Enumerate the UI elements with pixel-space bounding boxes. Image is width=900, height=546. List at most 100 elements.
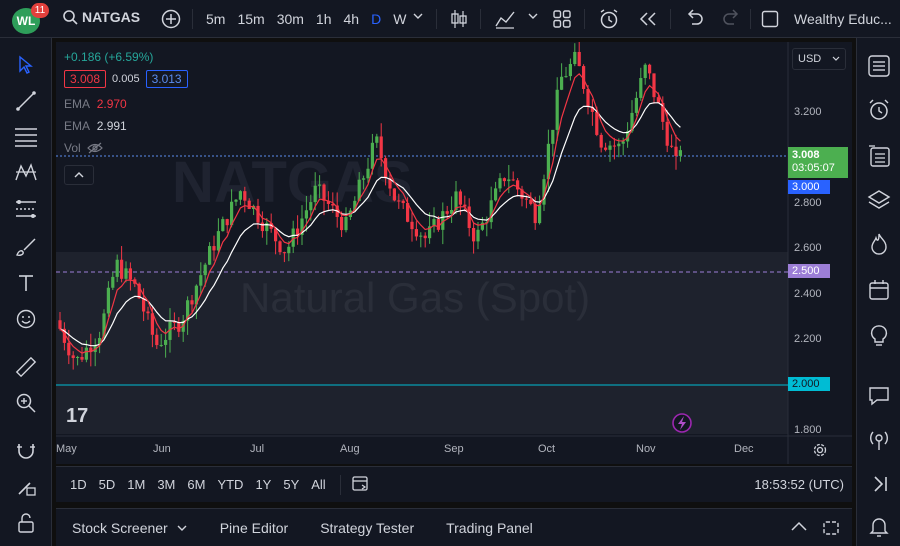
- ask-price[interactable]: 3.013: [145, 70, 188, 88]
- tab-stock-screener[interactable]: Stock Screener: [72, 520, 188, 536]
- range-5d[interactable]: 5D: [98, 477, 116, 492]
- layout-button[interactable]: [552, 9, 572, 32]
- replay-button[interactable]: [638, 10, 658, 31]
- candle-body: [278, 241, 282, 253]
- timeframe-bar: 1D 5D 1M 3M 6M YTD 1Y 5Y All 18:53:52 (UTC): [56, 466, 852, 502]
- interval-5m[interactable]: 5m: [206, 11, 226, 27]
- interval-30m[interactable]: 30m: [276, 11, 304, 27]
- range-ytd[interactable]: YTD: [217, 477, 244, 492]
- add-symbol-button[interactable]: [160, 8, 182, 33]
- range-1y[interactable]: 1Y: [255, 477, 272, 492]
- goto-date-button[interactable]: [351, 473, 371, 496]
- interval-dropdown[interactable]: [412, 10, 424, 25]
- alert-button[interactable]: [598, 8, 620, 33]
- candle-body: [388, 178, 392, 189]
- collapse-up-icon[interactable]: [790, 520, 808, 532]
- currency-selector[interactable]: USD: [792, 48, 846, 70]
- candle-body: [432, 219, 436, 227]
- search-icon: [63, 10, 78, 25]
- expand-sidebar-button[interactable]: [865, 470, 893, 498]
- bid-price[interactable]: 3.008: [64, 70, 107, 88]
- interval-W[interactable]: W: [393, 11, 407, 27]
- data-window-button[interactable]: [865, 142, 893, 170]
- eye-hidden-icon[interactable]: [86, 142, 103, 154]
- current-price: 3.008: [792, 149, 820, 161]
- select-layout-checkbox[interactable]: [761, 10, 779, 31]
- brush-tool[interactable]: [13, 234, 39, 260]
- chats-button[interactable]: [865, 382, 893, 410]
- candle-body: [604, 147, 608, 150]
- candle-body: [76, 356, 80, 359]
- chevron-right-bar-icon: [874, 476, 887, 492]
- interval-4h[interactable]: 4h: [343, 11, 360, 27]
- tab-strategy-tester[interactable]: Strategy Tester: [320, 519, 415, 536]
- range-5y[interactable]: 5Y: [283, 477, 300, 492]
- ema2-value: 2.991: [96, 119, 127, 133]
- measure-tool[interactable]: [13, 354, 39, 380]
- ema2-row[interactable]: EMA 2.991: [64, 119, 188, 133]
- alarm-clock-icon: [869, 99, 889, 120]
- candle-body: [58, 320, 62, 329]
- vol-row[interactable]: Vol: [64, 141, 188, 155]
- candle-body: [516, 180, 520, 190]
- calendar-button[interactable]: [865, 276, 893, 304]
- candle-body: [318, 184, 322, 186]
- icon-tool[interactable]: [13, 306, 39, 332]
- chart-settings-button[interactable]: [813, 443, 827, 460]
- candle-body: [168, 321, 172, 340]
- lightbulb-icon: [870, 325, 888, 346]
- candle-body: [155, 334, 159, 346]
- time-tick: Nov: [636, 443, 656, 455]
- watchlist-button[interactable]: [865, 52, 893, 80]
- trend-line-tool[interactable]: [13, 88, 39, 114]
- range-1m[interactable]: 1M: [127, 477, 146, 492]
- object-tree-button[interactable]: [865, 186, 893, 214]
- magnet-tool[interactable]: [13, 438, 39, 464]
- interval-15m[interactable]: 15m: [237, 11, 265, 27]
- ema1-row[interactable]: EMA 2.970: [64, 97, 188, 111]
- indicators-dropdown[interactable]: [527, 10, 539, 25]
- maximize-icon[interactable]: [822, 520, 840, 536]
- utc-clock[interactable]: 18:53:52 (UTC): [754, 477, 844, 492]
- range-6m[interactable]: 6M: [187, 477, 206, 492]
- tab-pine-editor[interactable]: Pine Editor: [219, 519, 289, 536]
- account-name[interactable]: Wealthy Educ...: [794, 11, 892, 27]
- range-all[interactable]: All: [311, 477, 326, 492]
- hotlists-button[interactable]: [865, 230, 893, 258]
- symbol-search[interactable]: NATGAS: [62, 9, 140, 25]
- chart-type-button[interactable]: [449, 8, 469, 33]
- candle-body: [445, 211, 449, 214]
- candle-body: [441, 211, 445, 230]
- lock-drawings-tool[interactable]: [13, 510, 39, 536]
- square-icon: [761, 10, 779, 28]
- pattern-tool[interactable]: [13, 160, 39, 186]
- drawing-mode-tool[interactable]: [13, 474, 39, 500]
- fib-tool[interactable]: [13, 124, 39, 150]
- chart-pane[interactable]: NATGAS Natural Gas (Spot) 17 +0.186 (+6.…: [56, 42, 852, 464]
- candle-body: [502, 178, 506, 182]
- text-tool[interactable]: [13, 270, 39, 296]
- redo-button[interactable]: [722, 9, 742, 30]
- prediction-tool[interactable]: [13, 196, 39, 222]
- interval-D[interactable]: D: [371, 11, 382, 27]
- range-3m[interactable]: 3M: [157, 477, 176, 492]
- range-1d[interactable]: 1D: [70, 477, 87, 492]
- indicators-button[interactable]: [494, 8, 516, 33]
- logo-text: WL: [16, 14, 36, 28]
- collapse-legend-button[interactable]: [64, 165, 94, 185]
- cursor-tool[interactable]: [13, 52, 39, 78]
- tab-trading-panel[interactable]: Trading Panel: [446, 519, 533, 536]
- zoom-tool[interactable]: [13, 390, 39, 416]
- streams-button[interactable]: [865, 426, 893, 454]
- time-tick: Aug: [340, 443, 360, 455]
- undo-button[interactable]: [684, 9, 704, 30]
- range-buttons: 1D 5D 1M 3M 6M YTD 1Y 5Y All: [64, 477, 332, 492]
- candle-body: [656, 97, 660, 103]
- ema-fast-line: [59, 72, 681, 354]
- price-chart[interactable]: NATGAS Natural Gas (Spot) 17: [56, 42, 852, 464]
- interval-1h[interactable]: 1h: [315, 11, 332, 27]
- candle-body: [199, 275, 203, 286]
- notifications-button[interactable]: [865, 512, 893, 540]
- ideas-button[interactable]: [865, 322, 893, 350]
- alerts-button[interactable]: [865, 96, 893, 124]
